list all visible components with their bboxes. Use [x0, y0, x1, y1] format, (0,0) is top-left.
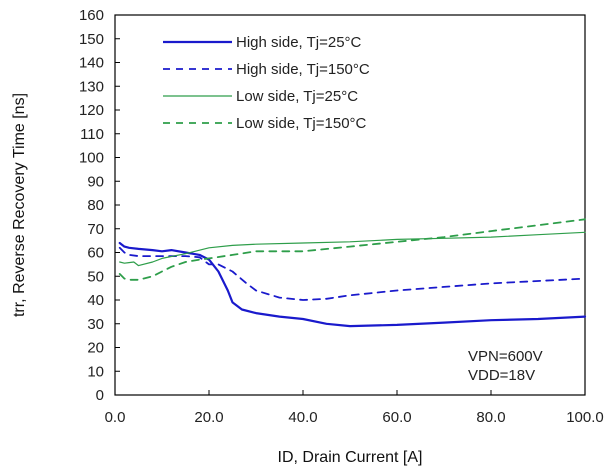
series-line-1 — [118, 246, 586, 301]
y-tick-label: 80 — [87, 197, 104, 214]
x-tick-label: 80.0 — [476, 409, 505, 426]
y-tick-label: 10 — [87, 363, 104, 380]
series-line-2 — [119, 231, 586, 267]
series-group — [118, 218, 587, 328]
y-tick-label: 120 — [79, 102, 104, 119]
x-tick-label: 40.0 — [288, 409, 317, 426]
annotation-vdd: VDD=18V — [468, 367, 535, 384]
y-tick-label: 60 — [87, 245, 104, 262]
x-tick-label: 20.0 — [194, 409, 223, 426]
x-tick-label: 60.0 — [382, 409, 411, 426]
y-tick-label: 70 — [87, 221, 104, 238]
y-tick-label: 110 — [80, 126, 104, 143]
y-tick-label: 140 — [79, 55, 104, 72]
y-tick-label: 100 — [79, 150, 104, 167]
tick-group: 0 10 20 30 40 50 60 70 80 90 100 110 120 130 140 150 160… — [79, 7, 604, 426]
y-tick-label: 30 — [87, 316, 104, 333]
y-tick-label: 160 — [79, 7, 104, 24]
legend-label-1: High side, Tj=150°C — [236, 61, 370, 78]
legend-label-3: Low side, Tj=150°C — [236, 115, 367, 132]
y-tick-label: 130 — [79, 78, 104, 95]
y-tick-label: 20 — [87, 340, 104, 357]
legend: High side, Tj=25°C High side, Tj=150°C Low… — [163, 34, 370, 132]
y-tick-label: 40 — [87, 292, 104, 309]
annotation-vpn: VPN=600V — [468, 348, 543, 365]
plot-area — [114, 14, 586, 396]
x-tick-label: 0.0 — [105, 409, 126, 426]
y-tick-label: 90 — [87, 173, 104, 190]
x-axis-title: ID, Drain Current [A] — [278, 449, 423, 466]
y-tick-label: 50 — [87, 268, 104, 285]
y-tick-label: 150 — [79, 31, 104, 48]
series-line-3 — [118, 218, 586, 281]
x-tick-label: 100.0 — [566, 409, 604, 426]
legend-label-0: High side, Tj=25°C — [236, 34, 362, 51]
series-line-0 — [118, 241, 587, 328]
legend-label-2: Low side, Tj=25°C — [236, 88, 358, 105]
y-axis-title: trr, Reverse Recovery Time [ns] — [11, 93, 28, 317]
y-tick-label: 0 — [96, 387, 104, 404]
